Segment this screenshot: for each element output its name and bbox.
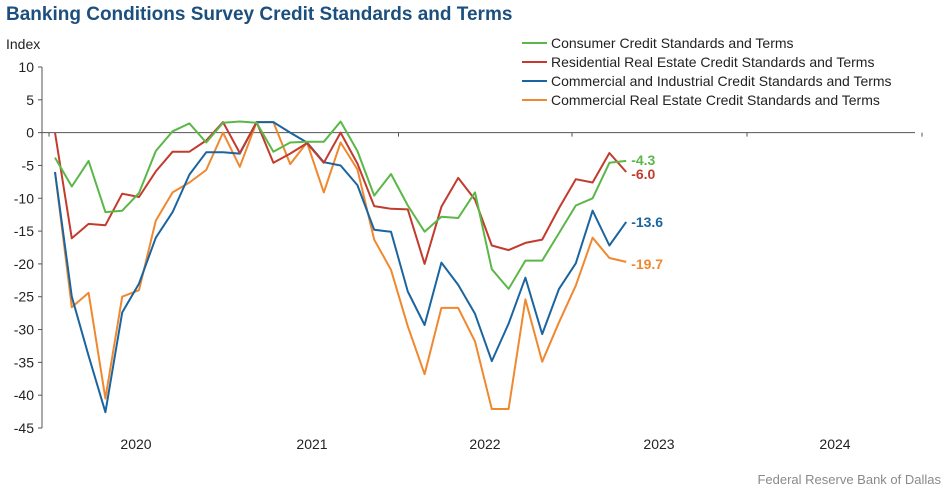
legend-entry-1: Consumer Credit Standards and Terms — [551, 35, 794, 51]
end-label-3: -13.6 — [631, 214, 663, 230]
axes: 10 5 0 -5 -10 -15 -20 -25 -30 -35 -40 -45 2020 2021 20… — [14, 59, 923, 452]
y-tick-label: -40 — [14, 387, 34, 403]
x-tick-label: 2024 — [819, 436, 850, 452]
y-tick-label: -25 — [14, 289, 34, 305]
series-line-2 — [54, 121, 627, 265]
series-line-1 — [54, 120, 627, 290]
y-tick-label: -30 — [14, 322, 34, 338]
end-labels: -4.3-6.0 -13.6 -19.7 — [631, 152, 663, 272]
series-line-3 — [54, 121, 628, 414]
x-tick-label: 2021 — [296, 436, 327, 452]
end-label-4: -19.7 — [631, 256, 663, 272]
y-tick-label: 10 — [18, 59, 34, 75]
y-tick-label: 0 — [26, 125, 34, 141]
series-lines — [54, 120, 628, 414]
legend-entry-2: Residential Real Estate Credit Standards… — [551, 54, 874, 70]
legend-entry-3: Commercial and Industrial Credit Standar… — [551, 73, 892, 89]
y-tick-label: -10 — [14, 190, 34, 206]
source-note: Federal Reserve Bank of Dallas — [757, 472, 941, 487]
end-label-1: -4.3 — [631, 152, 655, 168]
y-tick-label: 5 — [26, 92, 34, 108]
y-axis-label: Index — [6, 36, 41, 52]
x-tick-label: 2023 — [643, 436, 674, 452]
series-line-4 — [54, 121, 627, 410]
y-tick-label: -35 — [14, 354, 34, 370]
y-tick-label: -45 — [14, 420, 34, 436]
y-tick-label: -15 — [14, 223, 34, 239]
x-tick-label: 2022 — [469, 436, 500, 452]
y-tick-label: -20 — [14, 256, 34, 272]
x-tick-label: 2020 — [120, 436, 151, 452]
chart-title: Banking Conditions Survey Credit Standar… — [6, 4, 513, 25]
legend: Consumer Credit Standards and Terms Resid… — [522, 35, 892, 108]
end-label-2: -6.0 — [631, 166, 655, 182]
legend-entry-4: Commercial Real Estate Credit Standards … — [551, 92, 880, 108]
y-tick-label: -5 — [22, 157, 35, 173]
